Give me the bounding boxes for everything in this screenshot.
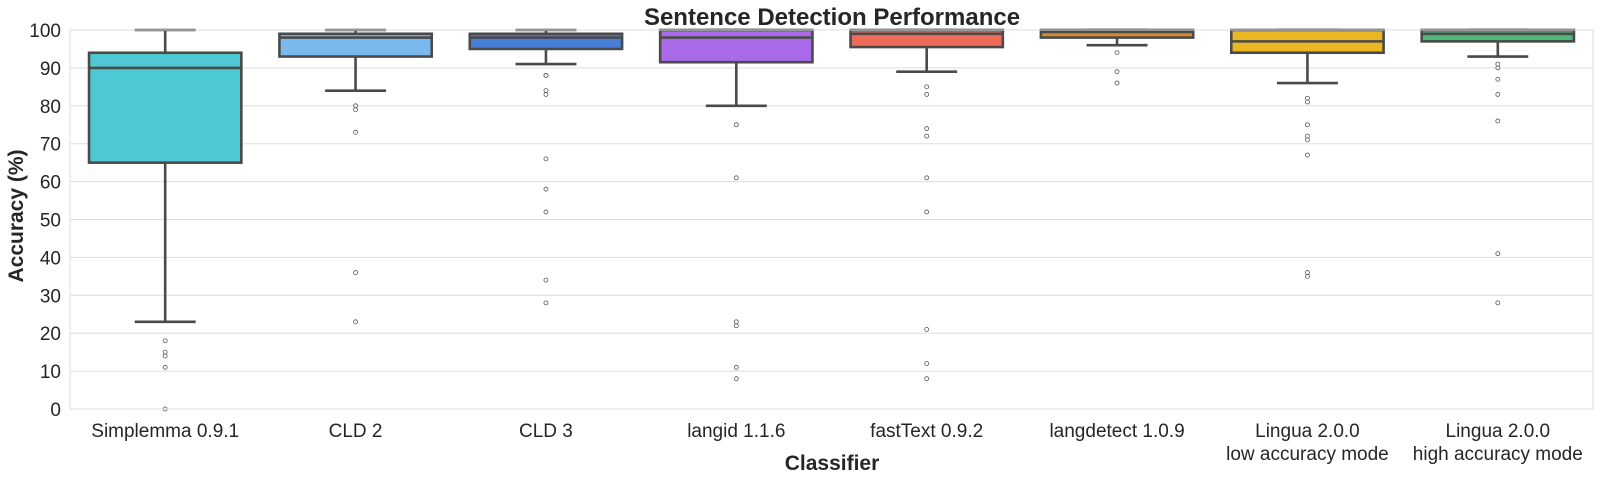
outlier-point <box>543 209 549 215</box>
outlier-point <box>924 84 930 90</box>
outlier-point <box>543 300 549 306</box>
y-tick-label-90: 90 <box>40 59 61 80</box>
outlier-point <box>1305 273 1310 279</box>
x-axis-title: Classifier <box>785 452 880 475</box>
box-group-1 <box>278 28 434 325</box>
outlier-point <box>733 175 739 181</box>
outlier-point <box>162 338 168 344</box>
y-tick-label-80: 80 <box>40 97 61 118</box>
outlier-point <box>353 270 358 275</box>
y-tick-label-70: 70 <box>40 135 61 156</box>
iqr-box <box>468 32 624 51</box>
box-group-4 <box>849 28 1005 382</box>
y-tick-label-30: 30 <box>40 286 61 307</box>
outlier-point <box>1305 99 1310 105</box>
iqr-box <box>658 28 814 64</box>
y-tick-label-10: 10 <box>40 362 61 383</box>
outlier-point <box>353 129 358 135</box>
outlier-point <box>543 186 549 192</box>
box-group-7 <box>1420 28 1576 306</box>
plot-frame <box>69 29 1594 410</box>
outlier-point <box>733 122 739 128</box>
outlier-point <box>543 277 549 283</box>
outlier-point <box>1495 300 1501 306</box>
outlier-point <box>733 376 739 382</box>
x-tick-label-5: langdetect 1.0.9 <box>1049 421 1184 442</box>
x-tick-label-3: langid 1.1.6 <box>687 421 785 442</box>
outlier-point <box>543 156 549 162</box>
y-tick-label-60: 60 <box>40 173 61 194</box>
outlier-point <box>1114 69 1120 75</box>
outlier-point <box>1305 122 1310 128</box>
outlier-point <box>924 376 930 382</box>
outlier-point <box>162 353 168 359</box>
box-group-2 <box>468 28 624 306</box>
iqr-box <box>1420 28 1576 43</box>
x-tick-label-7-line2: high accuracy mode <box>1413 444 1583 465</box>
outlier-point <box>924 175 930 181</box>
outlier-point <box>1114 80 1120 86</box>
y-tick-label-50: 50 <box>40 211 61 232</box>
chart-title: Sentence Detection Performance <box>644 4 1020 31</box>
x-tick-label-6-line2: low accuracy mode <box>1226 444 1389 465</box>
y-tick-labels: 0 10 20 30 40 50 60 70 80 90 100 <box>29 21 61 421</box>
outlier-point <box>1114 50 1120 56</box>
x-tick-label-2: CLD 3 <box>519 421 573 442</box>
y-tick-label-100: 100 <box>29 21 61 42</box>
x-tick-label-0: Simplemma 0.9.1 <box>91 421 239 442</box>
outlier-point <box>1495 76 1501 82</box>
outlier-point <box>1305 137 1310 143</box>
outlier-point <box>1495 92 1501 97</box>
x-tick-labels: Simplemma 0.9.1 CLD 2 CLD 3 langid 1.1.6 fas… <box>91 421 1583 465</box>
outlier-point <box>924 133 930 139</box>
boxes-layer <box>87 28 1576 412</box>
box-group-0 <box>87 28 243 412</box>
box-group-3 <box>658 28 814 382</box>
outlier-point <box>1495 118 1501 124</box>
grid-layer <box>70 29 1593 410</box>
iqr-box <box>87 51 243 164</box>
outlier-point <box>733 323 739 329</box>
box-group-5 <box>1039 28 1195 86</box>
outlier-point <box>924 361 930 366</box>
y-tick-label-0: 0 <box>50 400 61 421</box>
x-tick-label-7: Lingua 2.0.0 <box>1446 421 1551 442</box>
x-tick-label-6: Lingua 2.0.0 <box>1255 421 1360 442</box>
outlier-point <box>1495 65 1501 71</box>
outlier-point <box>353 319 358 325</box>
iqr-box <box>278 32 434 58</box>
outlier-point <box>1305 152 1310 158</box>
outlier-point <box>353 107 358 112</box>
outlier-point <box>162 364 168 370</box>
outlier-point <box>543 92 549 97</box>
x-tick-label-1: CLD 2 <box>329 421 383 442</box>
y-axis-title: Accuracy (%) <box>5 149 28 282</box>
outlier-point <box>924 92 930 97</box>
box-group-6 <box>1229 28 1385 279</box>
outlier-point <box>924 327 930 332</box>
outlier-point <box>1495 251 1501 257</box>
y-tick-label-40: 40 <box>40 248 61 269</box>
outlier-point <box>924 209 930 215</box>
outlier-point <box>924 126 930 131</box>
outlier-point <box>543 73 549 78</box>
outlier-point <box>733 364 739 370</box>
y-tick-label-20: 20 <box>40 324 61 345</box>
x-tick-label-4: fastText 0.9.2 <box>870 421 983 442</box>
